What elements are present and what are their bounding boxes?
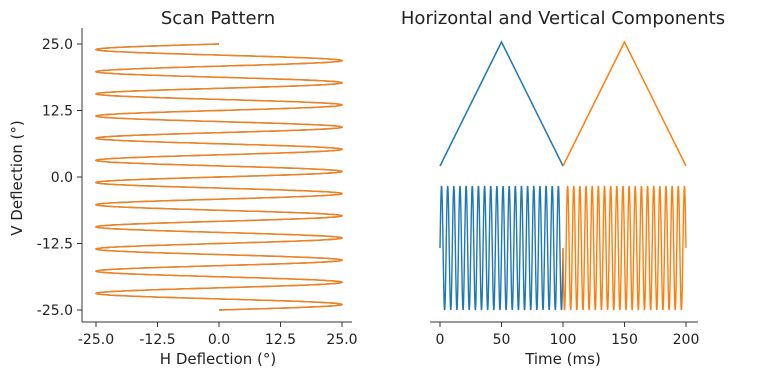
horizontal-component-line [562, 185, 687, 311]
chart-title: Scan Pattern [161, 8, 275, 29]
vertical-component-line [439, 40, 564, 167]
y-axis-label: V Deflection (°) [8, 120, 26, 235]
x-tick-label: -25.0 [78, 332, 114, 348]
series-line [94, 43, 344, 311]
vertical-component-line [562, 40, 687, 167]
x-ticks: -25.0 -12.5 0.0 12.5 25.0 [78, 322, 358, 348]
x-tick-label: 0 [436, 332, 445, 348]
x-tick-label: 0.0 [208, 332, 230, 348]
x-axis-label: Time (ms) [524, 350, 601, 368]
scan-pattern-chart: Scan Pattern -25.0 -12.5 0.0 12.5 25.0 -25.0… [8, 8, 358, 368]
x-tick-label: 12.5 [265, 332, 296, 348]
components-plot [439, 40, 687, 311]
x-tick-label: 200 [673, 332, 700, 348]
y-tick-label: 0.0 [51, 170, 73, 186]
x-ticks: 0 50 100 150 200 [436, 322, 700, 348]
x-axis-label: H Deflection (°) [160, 350, 276, 368]
y-tick-label: -25.0 [37, 303, 73, 319]
y-tick-label: 12.5 [42, 104, 73, 120]
x-tick-label: 25.0 [326, 332, 357, 348]
x-tick-label: 50 [493, 332, 511, 348]
x-tick-label: -12.5 [139, 332, 175, 348]
scan-pattern-plot [94, 43, 344, 311]
y-tick-label: 25.0 [42, 37, 73, 53]
x-tick-label: 150 [611, 332, 638, 348]
y-tick-label: -12.5 [37, 237, 73, 253]
y-ticks: -25.0 -12.5 0.0 12.5 25.0 [37, 37, 82, 319]
chart-title: Horizontal and Vertical Components [401, 8, 725, 29]
components-chart: Horizontal and Vertical Components 0 50 10… [401, 8, 725, 368]
x-tick-label: 100 [550, 332, 577, 348]
horizontal-component-line [439, 185, 564, 311]
